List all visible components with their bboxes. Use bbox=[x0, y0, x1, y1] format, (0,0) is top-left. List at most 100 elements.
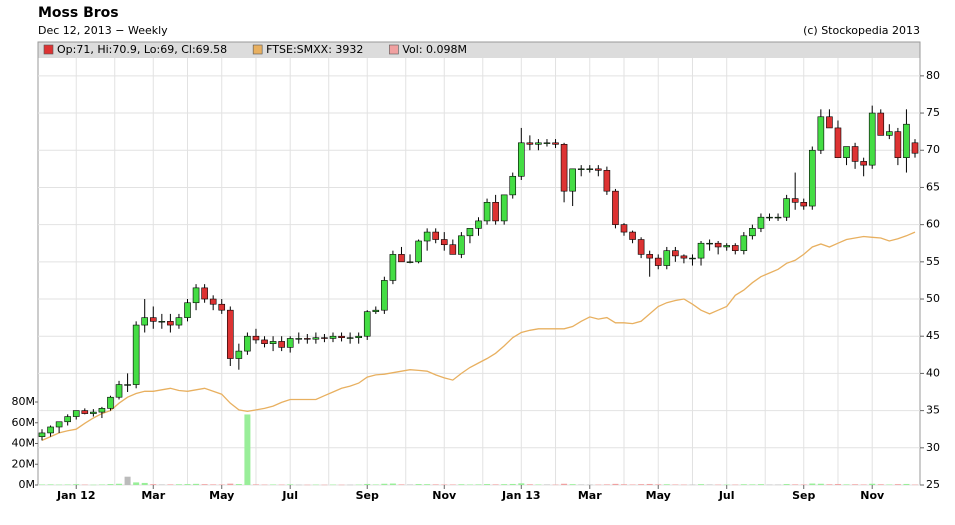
legend-label: Vol: 0.098M bbox=[402, 43, 467, 56]
volume-bar bbox=[312, 484, 319, 486]
candle-body bbox=[244, 335, 251, 352]
y-tick-label: 25 bbox=[926, 478, 940, 491]
candle-body bbox=[158, 321, 166, 323]
volume-bar bbox=[852, 484, 859, 485]
x-tick-label: Nov bbox=[860, 489, 885, 502]
candle-body bbox=[141, 317, 149, 326]
candle-body bbox=[603, 170, 611, 192]
candle-body bbox=[552, 142, 559, 145]
y-tick-label: 40 bbox=[926, 366, 940, 379]
candle-body bbox=[612, 190, 619, 225]
candle-body bbox=[774, 216, 782, 219]
volume-bar bbox=[595, 484, 602, 486]
volume-bar bbox=[723, 484, 730, 486]
volume-bar bbox=[903, 483, 910, 485]
candle-body bbox=[415, 240, 422, 263]
volume-bar bbox=[501, 484, 508, 485]
candle-body bbox=[894, 131, 902, 158]
y-tick-label: 75 bbox=[926, 106, 940, 119]
candle-body bbox=[423, 231, 431, 242]
volume-bar bbox=[252, 484, 259, 485]
candle-body bbox=[406, 261, 414, 263]
candle-body bbox=[714, 242, 722, 248]
volume-bar bbox=[184, 484, 191, 485]
candle-body bbox=[132, 324, 140, 385]
y-tick-label: 55 bbox=[926, 255, 940, 268]
volume-bar bbox=[81, 484, 88, 486]
volume-bar bbox=[458, 484, 465, 485]
y-tick-label: 45 bbox=[926, 329, 940, 342]
volume-bar bbox=[809, 483, 816, 485]
candle-body bbox=[526, 142, 534, 145]
candle-body bbox=[55, 421, 63, 428]
volume-bar bbox=[167, 484, 174, 485]
x-tick-label: Jan 13 bbox=[501, 489, 540, 502]
volume-bar bbox=[826, 484, 833, 485]
candle-body bbox=[560, 143, 568, 192]
candle-body bbox=[808, 149, 816, 207]
candle-body bbox=[90, 411, 97, 414]
x-tick-label: May bbox=[209, 489, 234, 502]
volume-bar bbox=[655, 484, 662, 485]
candle-body bbox=[278, 341, 285, 348]
candle-body bbox=[440, 239, 448, 246]
candle-body bbox=[654, 257, 662, 266]
volume-bar bbox=[518, 483, 525, 485]
volume-bar bbox=[90, 484, 97, 486]
volume-bar bbox=[817, 483, 824, 485]
volume-bar bbox=[740, 484, 747, 485]
volume-bar bbox=[638, 484, 645, 485]
volume-bar bbox=[715, 484, 722, 486]
x-tick-label: Sep bbox=[356, 489, 379, 502]
candle-body bbox=[449, 244, 457, 255]
candle-body bbox=[175, 317, 183, 326]
candle-body bbox=[663, 250, 671, 266]
volume-bar bbox=[287, 484, 294, 485]
volume-bar bbox=[407, 484, 414, 485]
volume-bar bbox=[561, 483, 568, 485]
candle-body bbox=[269, 341, 277, 344]
y-tick-label: 70 bbox=[926, 143, 940, 156]
candle-body bbox=[355, 335, 362, 339]
candle-body bbox=[903, 123, 910, 158]
volume-bar bbox=[663, 484, 670, 485]
y2-tick-label: 80M bbox=[12, 395, 36, 408]
candle-body bbox=[201, 287, 208, 300]
candle-body bbox=[458, 235, 465, 255]
volume-bar bbox=[201, 484, 208, 485]
volume-bar bbox=[509, 483, 516, 485]
volume-bar bbox=[278, 484, 285, 486]
legend-label: Op:71, Hi:70.9, Lo:69, Cl:69.58 bbox=[57, 43, 227, 56]
ftse-line bbox=[41, 231, 916, 441]
volume-bar bbox=[295, 484, 302, 486]
volume-bar bbox=[218, 484, 225, 485]
y-tick-label: 65 bbox=[926, 180, 940, 193]
candle-body bbox=[115, 384, 123, 398]
volume-bar bbox=[441, 484, 448, 485]
candle-body bbox=[569, 168, 576, 192]
volume-bar bbox=[543, 484, 550, 485]
x-tick-label: Jul bbox=[718, 489, 735, 502]
candle-body bbox=[72, 410, 80, 417]
candle-body bbox=[757, 216, 765, 229]
volume-bar bbox=[124, 476, 131, 485]
volume-bar bbox=[792, 484, 799, 485]
volume-bar bbox=[235, 484, 242, 485]
candle-body bbox=[637, 239, 645, 255]
candle-body bbox=[81, 410, 89, 414]
candle-body bbox=[98, 408, 106, 413]
legend-label: FTSE:SMXX: 3932 bbox=[266, 43, 363, 56]
x-tick-label: Jul bbox=[281, 489, 298, 502]
volume-bar bbox=[133, 482, 140, 485]
volume-bar bbox=[689, 484, 696, 486]
candle-body bbox=[218, 303, 226, 311]
candle-body bbox=[286, 338, 294, 348]
candle-body bbox=[252, 335, 260, 341]
volume-bar bbox=[98, 484, 105, 485]
candle-body bbox=[47, 426, 54, 434]
volume-bar bbox=[150, 484, 157, 485]
candle-body bbox=[312, 337, 320, 340]
volume-bar bbox=[304, 484, 311, 486]
volume-bar bbox=[466, 484, 473, 485]
